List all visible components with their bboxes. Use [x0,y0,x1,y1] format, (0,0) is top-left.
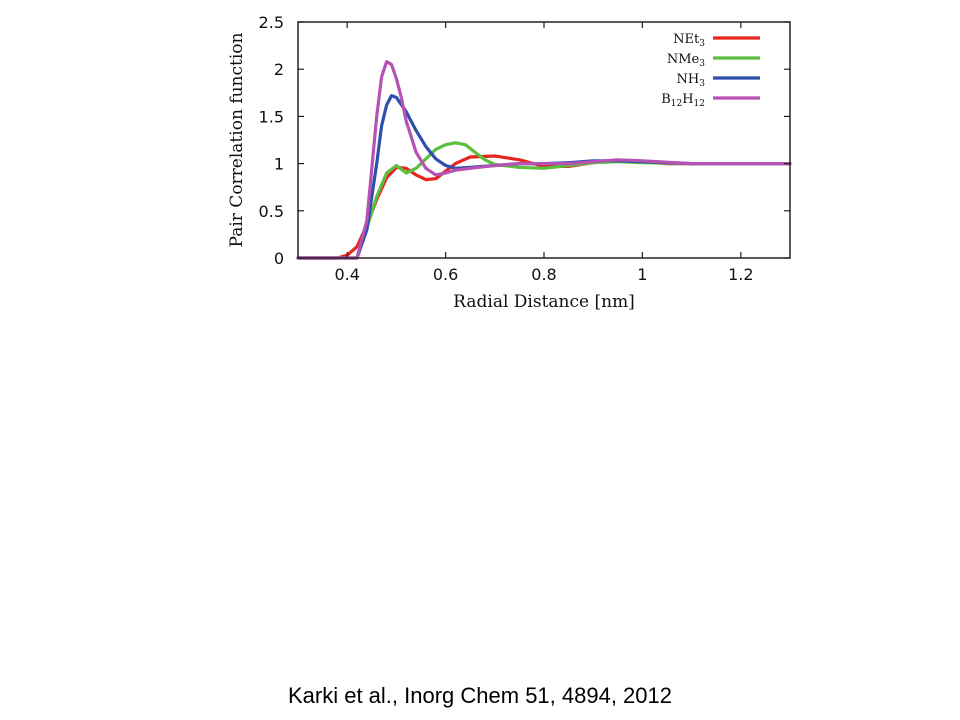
x-tick-label: 0.8 [531,265,556,284]
tick-labels: 0.4 0.6 0.8 1 1.2 0 0.5 1 1.5 2 2.5 [259,13,754,284]
citation-text: Karki et al., Inorg Chem 51, 4894, 2012 [287,683,672,708]
legend-label: NMe3 [667,52,705,69]
y-axis-title: Pair Correlation function [227,32,247,247]
legend-label: NEt3 [673,32,705,49]
y-tick-label: 2.5 [259,13,284,32]
y-tick-label: 1 [274,155,284,174]
y-tick-label: 2 [274,60,284,79]
x-tick-label: 1.2 [728,265,753,284]
x-tick-label: 0.6 [433,265,458,284]
y-tick-label: 1.5 [259,107,284,126]
pair-correlation-chart: 0.4 0.6 0.8 1 1.2 0 0.5 1 1.5 2 2.5 Radial Distanc… [227,13,792,312]
y-tick-label: 0 [274,249,284,268]
x-tick-label: 0.4 [334,265,359,284]
series-line-b12h12 [296,59,792,260]
x-tick-label: 1 [637,265,647,284]
legend: NEt3 NMe3 NH3 B12H12 [661,32,760,109]
series-lines [296,59,792,260]
axis-ticks [298,21,790,259]
y-tick-label: 0.5 [259,202,284,221]
legend-label: B12H12 [661,92,705,109]
legend-label: NH3 [677,72,706,89]
x-axis-title: Radial Distance [nm] [453,292,635,312]
